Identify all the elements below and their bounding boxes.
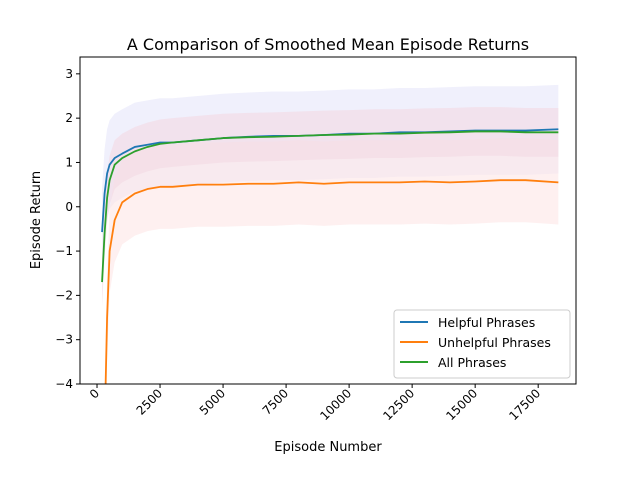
x-tick-label: 0 (87, 386, 102, 401)
confidence-bands (102, 84, 559, 384)
y-tick-label: 2 (65, 111, 73, 125)
line-series-2 (101, 130, 559, 283)
x-tick-label: 12500 (380, 386, 417, 423)
legend-label: Helpful Phrases (438, 315, 535, 330)
chart-title: A Comparison of Smoothed Mean Episode Re… (127, 35, 529, 54)
band-series-2 (102, 107, 559, 307)
x-tick-label: 17500 (506, 386, 543, 423)
y-tick-label: −2 (55, 288, 73, 302)
x-tick-label: 15000 (443, 386, 480, 423)
legend-box (393, 309, 571, 379)
x-tick-label: 10000 (317, 386, 354, 423)
series-lines (101, 128, 559, 384)
x-tick-label: 7500 (260, 386, 291, 417)
x-axis: 0 2500 5000 7500 10000 12500 15000 17500 (87, 384, 543, 423)
y-tick-label: 1 (65, 155, 73, 169)
y-axis-label: Episode Return (29, 171, 44, 269)
band-series-1 (105, 138, 559, 384)
line-series-1 (104, 179, 559, 384)
legend-label: Unhelpful Phrases (438, 335, 551, 350)
y-tick-label: −3 (55, 333, 73, 347)
x-axis-label: Episode Number (274, 440, 382, 455)
legend-label: All Phrases (438, 355, 506, 370)
x-tick-label: 2500 (134, 386, 165, 417)
y-tick-label: −1 (55, 244, 73, 258)
y-tick-label: −4 (55, 377, 73, 391)
y-axis: −4 −3 −2 −1 0 1 2 3 (55, 67, 80, 391)
legend: Helpful Phrases Unhelpful Phrases All Phra… (393, 309, 571, 379)
y-tick-label: 3 (65, 67, 73, 81)
y-tick-label: 0 (65, 200, 73, 214)
x-tick-label: 5000 (197, 386, 228, 417)
plot-frame (79, 56, 577, 385)
